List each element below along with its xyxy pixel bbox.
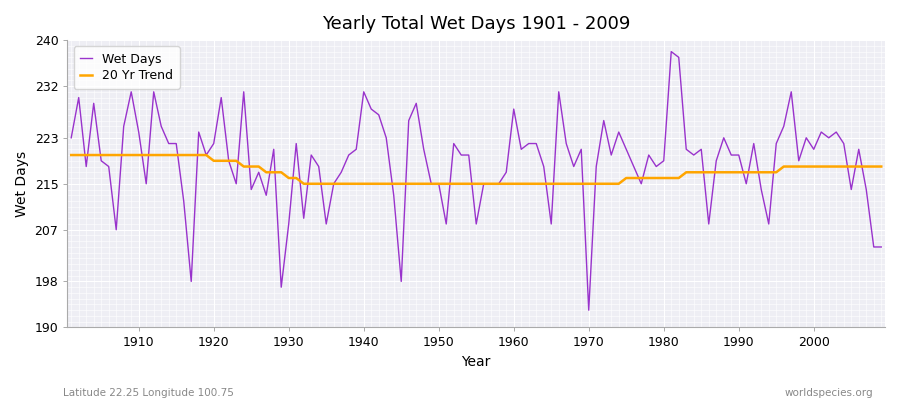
Wet Days (126, 90, 137, 94)
20 Yr Trend (508, 181, 519, 186)
Wet Days (500, 170, 511, 175)
20 Yr Trend (291, 176, 302, 180)
20 Yr Trend (606, 181, 616, 186)
Title: Yearly Total Wet Days 1901 - 2009: Yearly Total Wet Days 1901 - 2009 (322, 15, 630, 33)
20 Yr Trend (343, 181, 354, 186)
20 Yr Trend (66, 153, 77, 158)
Wet Days (606, 153, 616, 158)
Wet Days (508, 107, 519, 112)
Line: 20 Yr Trend: 20 Yr Trend (71, 155, 881, 184)
Y-axis label: Wet Days: Wet Days (15, 151, 29, 217)
20 Yr Trend (516, 181, 526, 186)
20 Yr Trend (876, 164, 886, 169)
Text: worldspecies.org: worldspecies.org (785, 388, 873, 398)
20 Yr Trend (126, 153, 137, 158)
Wet Days (583, 308, 594, 312)
Wet Days (336, 170, 346, 175)
Wet Days (66, 135, 77, 140)
20 Yr Trend (298, 181, 309, 186)
Text: Latitude 22.25 Longitude 100.75: Latitude 22.25 Longitude 100.75 (63, 388, 234, 398)
Wet Days (876, 244, 886, 249)
Wet Days (291, 141, 302, 146)
X-axis label: Year: Year (462, 355, 490, 369)
Wet Days (666, 49, 677, 54)
Line: Wet Days: Wet Days (71, 52, 881, 310)
Legend: Wet Days, 20 Yr Trend: Wet Days, 20 Yr Trend (74, 46, 180, 89)
